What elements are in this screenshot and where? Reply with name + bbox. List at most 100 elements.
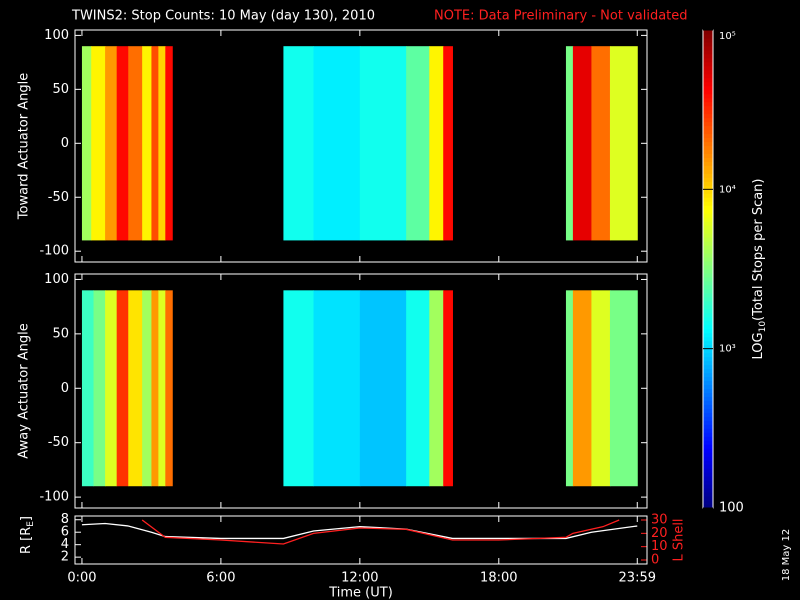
colorbar-tick-label: 10³	[719, 344, 736, 355]
colorbar-tick-label: 10⁵	[719, 31, 736, 42]
plot-frame	[74, 273, 648, 509]
colorbar-swatch	[703, 53, 713, 59]
x-tick-label: 12:00	[341, 571, 378, 586]
y-tick-label: 8	[61, 512, 69, 527]
colorbar-swatch	[703, 189, 713, 194]
colorbar-swatch	[703, 448, 713, 453]
colorbar-swatch	[703, 157, 713, 162]
colorbar-swatch	[703, 133, 713, 139]
heat-cell	[151, 46, 159, 241]
y-tick-label: 0	[61, 136, 69, 151]
heat-cell	[128, 290, 143, 487]
colorbar-swatch	[703, 101, 713, 107]
colorbar-swatch	[703, 416, 713, 421]
y-tick-label: 0	[61, 381, 69, 396]
colorbar-swatch	[703, 468, 713, 473]
colorbar-swatch	[703, 320, 713, 326]
heat-cell	[443, 290, 453, 487]
heat-cell	[105, 46, 118, 241]
y-tick-label: -100	[39, 490, 69, 505]
heat-cell	[81, 46, 92, 241]
colorbar-swatch	[703, 213, 713, 218]
y2-tick-label: 10	[651, 539, 668, 554]
heat-cell	[591, 290, 611, 487]
colorbar-swatch	[703, 292, 713, 298]
colorbar-swatch	[703, 109, 713, 115]
colorbar-swatch	[703, 464, 713, 469]
heat-cell	[429, 290, 444, 487]
chart-title: TWINS2: Stop Counts: 10 May (day 130), 2…	[71, 9, 375, 24]
y2-tick-label: 0	[651, 553, 659, 568]
colorbar-swatch	[703, 69, 713, 75]
heat-cell	[283, 290, 315, 487]
colorbar-swatch	[703, 161, 713, 166]
colorbar-swatch	[703, 488, 713, 493]
colorbar-swatch	[703, 241, 713, 246]
y-tick-label: 50	[52, 82, 69, 97]
colorbar-swatch	[703, 137, 713, 143]
y-tick-label: -100	[39, 244, 69, 259]
colorbar-swatch	[703, 237, 713, 242]
colorbar-swatch	[703, 344, 713, 350]
colorbar-swatch	[703, 284, 713, 290]
heat-cell	[165, 46, 173, 241]
colorbar-swatch	[703, 276, 713, 282]
heat-cell	[91, 46, 106, 241]
colorbar-swatch	[703, 269, 713, 274]
y-tick-label: 100	[44, 28, 69, 43]
x-tick-label: 23:59	[619, 571, 656, 586]
colorbar-swatch	[703, 45, 713, 51]
colorbar-swatch	[703, 257, 713, 262]
colorbar-label-part: LOG	[751, 332, 766, 359]
y2-tick-label: 20	[651, 526, 668, 541]
heat-cell	[565, 290, 574, 487]
colorbar-swatch	[703, 193, 713, 198]
colorbar-swatch	[703, 141, 713, 147]
colorbar-swatch	[703, 229, 713, 234]
colorbar-swatch	[703, 145, 713, 150]
colorbar-label-part: (Total Stops per Scan)	[751, 179, 766, 321]
heat-cell	[609, 46, 638, 241]
colorbar-swatch	[703, 384, 713, 389]
heat-cell	[359, 46, 407, 241]
colorbar-swatch	[703, 440, 713, 445]
heat-cell	[116, 290, 129, 487]
colorbar-swatch	[703, 400, 713, 405]
colorbar-swatch	[703, 201, 713, 206]
colorbar-swatch	[703, 173, 713, 178]
heat-cell	[81, 290, 95, 487]
y2-tick-label: 30	[651, 513, 668, 528]
colorbar-swatch	[703, 504, 713, 509]
colorbar-swatch	[703, 300, 713, 306]
y-label-sub: E	[26, 521, 36, 527]
colorbar-swatch	[703, 424, 713, 429]
colorbar-swatch	[703, 185, 713, 190]
plot-frame	[74, 29, 648, 263]
colorbar-swatch	[703, 436, 713, 441]
colorbar-swatch	[703, 30, 713, 35]
y-tick-label: 6	[61, 525, 69, 540]
colorbar-swatch	[703, 372, 713, 378]
colorbar-swatch	[703, 432, 713, 437]
colorbar-swatch	[703, 332, 713, 338]
date-stamp: 18 May 12	[781, 529, 792, 581]
colorbar-swatch	[703, 81, 713, 87]
y-tick-label: 100	[44, 272, 69, 287]
y-axis-label: R [RE]	[19, 516, 36, 554]
heat-cell	[165, 290, 173, 487]
colorbar-swatch	[703, 408, 713, 413]
colorbar-swatch	[703, 272, 713, 278]
colorbar-swatch	[703, 125, 713, 131]
heat-cell	[142, 46, 152, 241]
colorbar-swatch	[703, 253, 713, 258]
colorbar-swatch	[703, 89, 713, 95]
colorbar-swatch	[703, 288, 713, 294]
y-tick-label: -50	[48, 435, 69, 450]
colorbar-swatch	[703, 304, 713, 310]
colorbar-label: LOG10(Total Stops per Scan)	[751, 179, 768, 360]
heat-cell	[443, 46, 453, 241]
heat-cell	[359, 290, 407, 487]
colorbar-swatch	[703, 452, 713, 457]
colorbar-swatch	[703, 153, 713, 158]
colorbar-swatch	[703, 376, 713, 382]
